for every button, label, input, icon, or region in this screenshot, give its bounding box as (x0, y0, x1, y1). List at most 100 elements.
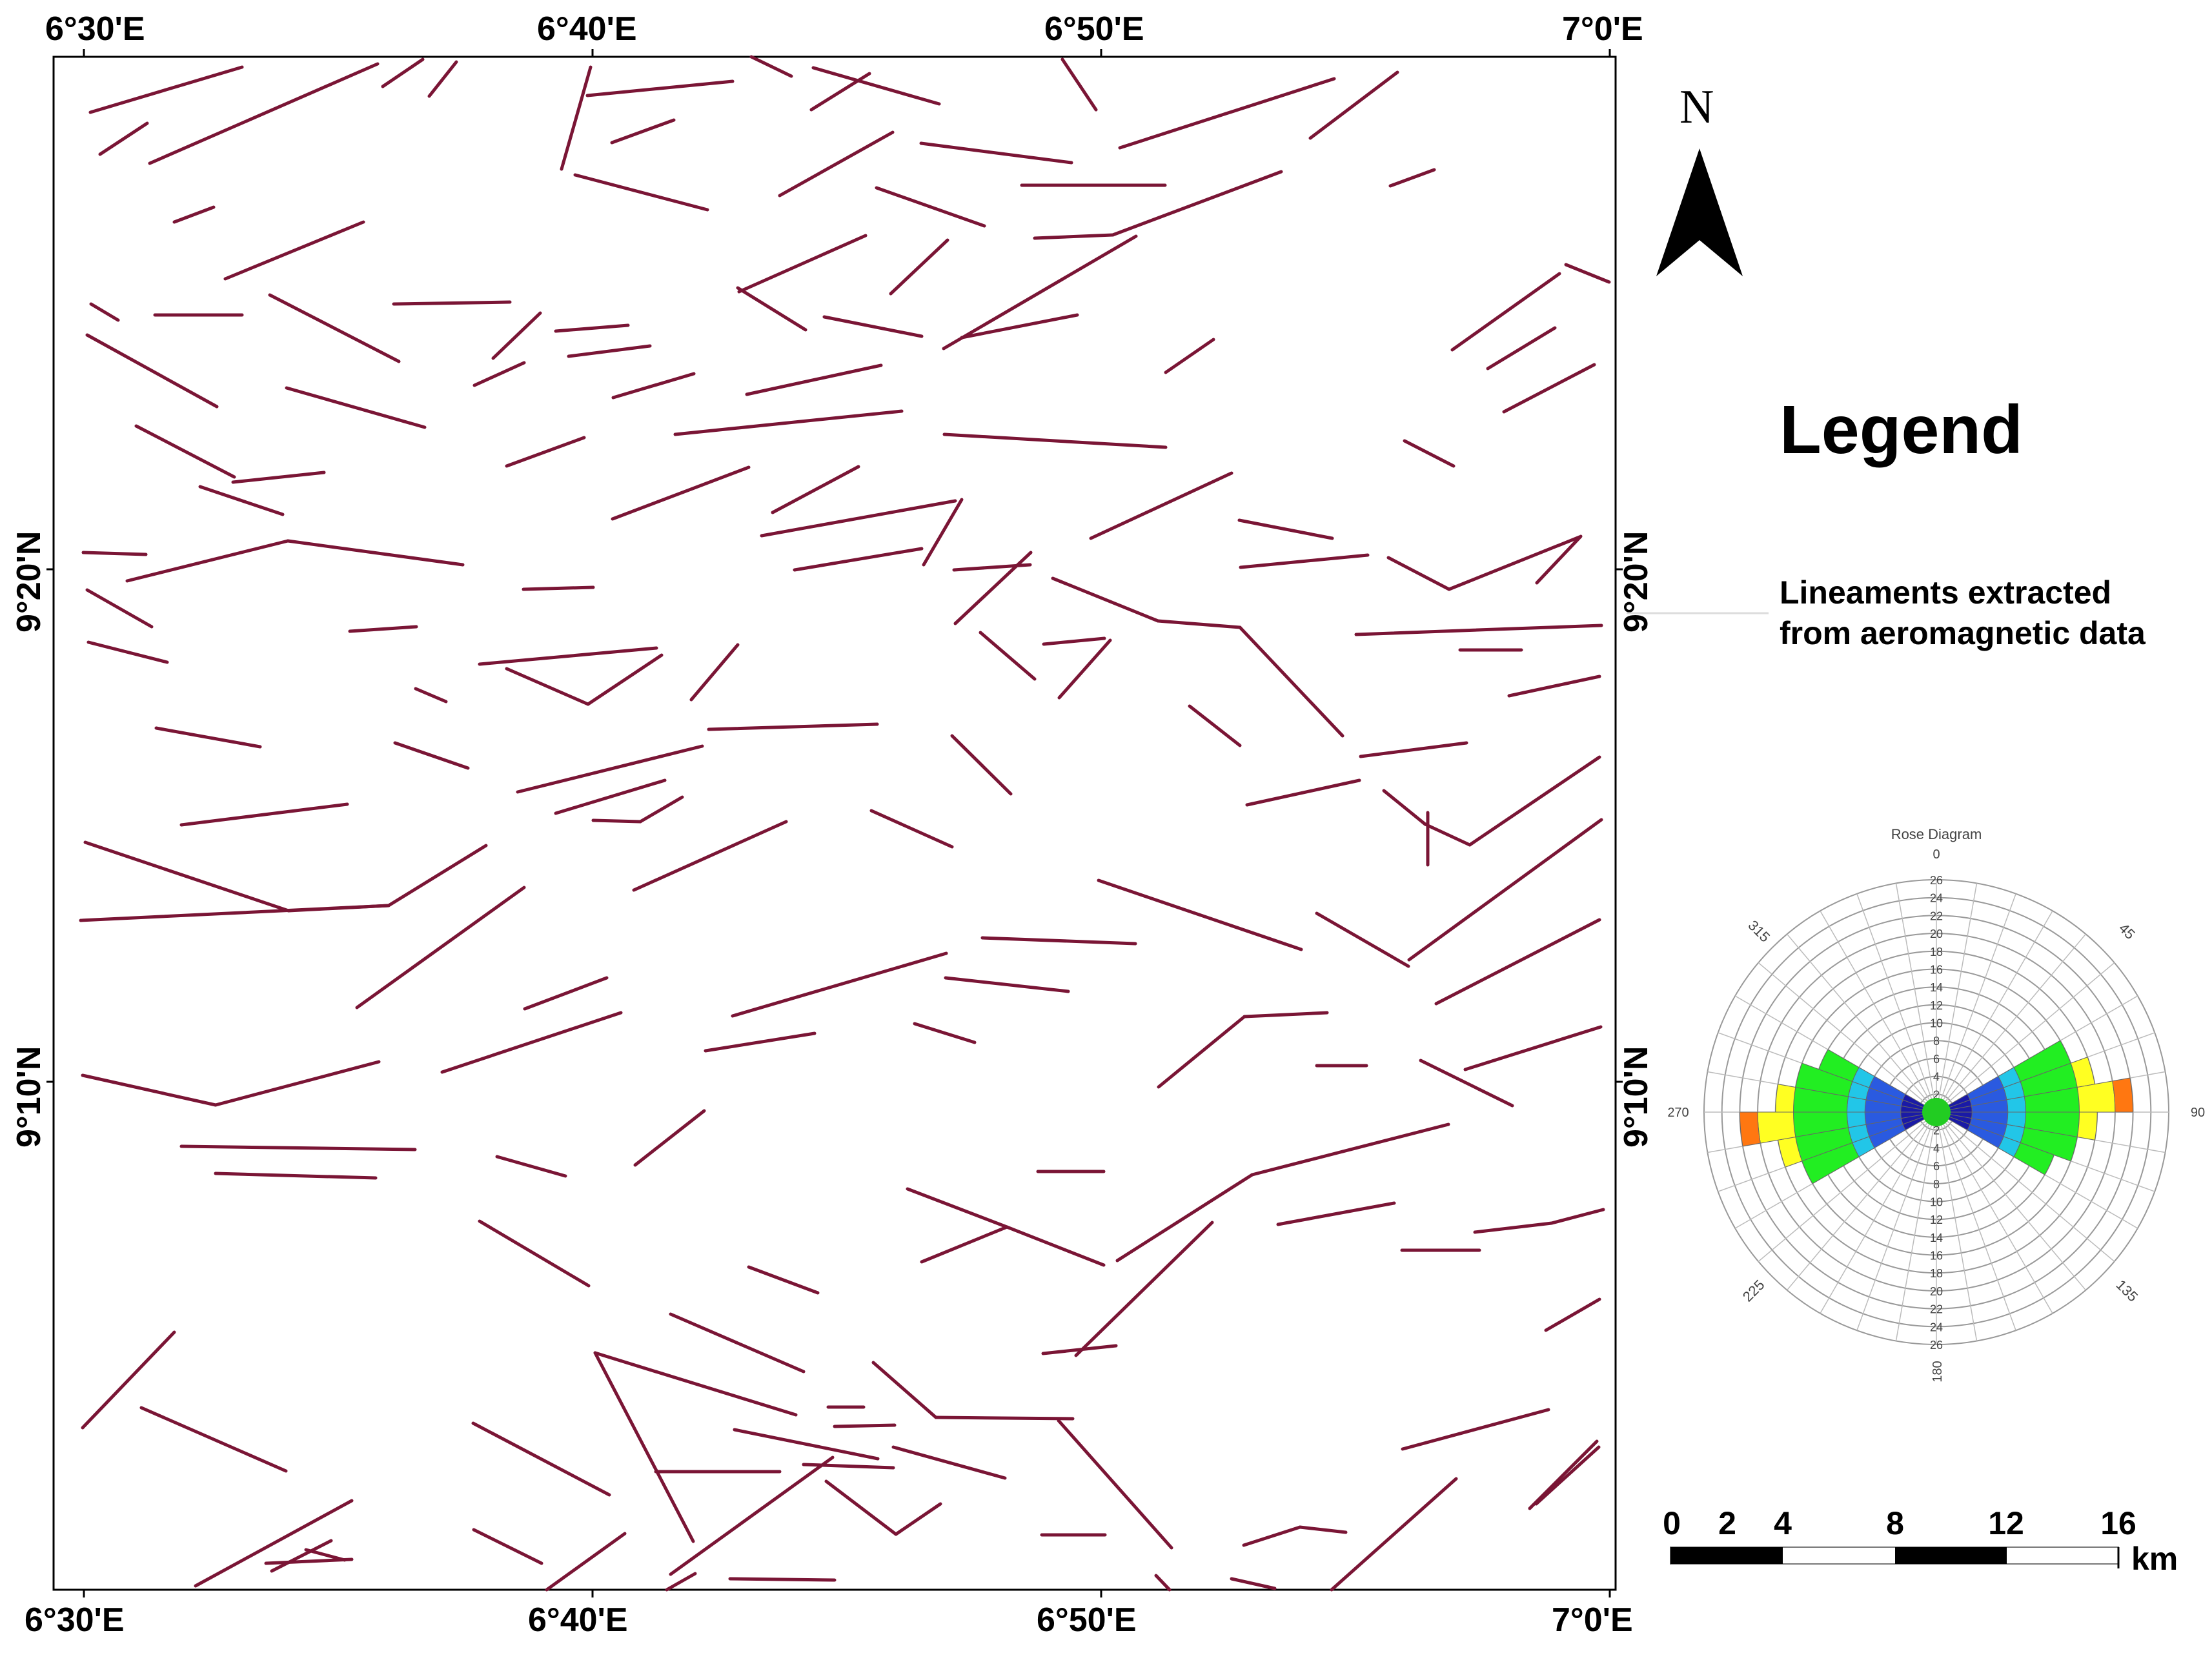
lineament (591, 818, 642, 824)
lineament (1042, 636, 1106, 646)
scale-bar-segment (1670, 1547, 1783, 1564)
lineament (505, 436, 586, 468)
rose-title: Rose Diagram (1891, 826, 1982, 842)
lineament (478, 1219, 591, 1288)
lineament (979, 631, 1037, 681)
lineament (1550, 1208, 1605, 1225)
lineament (214, 1171, 378, 1180)
left-tick-label: 9°20'N (10, 531, 48, 633)
legend-item-line1: Lineaments extracted (1780, 574, 2111, 611)
rose-spoke (1936, 1111, 2016, 1331)
lineament (824, 1479, 898, 1536)
lineament (214, 1060, 381, 1107)
scale-bar-tick-label: 2 (1718, 1505, 1736, 1541)
lineament (81, 1330, 176, 1430)
north-arrow-label: N (1679, 81, 1714, 134)
lineament (471, 1421, 611, 1497)
lineament (392, 300, 512, 306)
lineament (585, 79, 735, 97)
lineament (1330, 1477, 1458, 1592)
rose-spoke (1936, 1111, 2086, 1291)
lineament (1450, 272, 1561, 352)
lineament (491, 311, 542, 360)
lineament (728, 1577, 837, 1582)
rose-dir-label-sw: 225 (1740, 1277, 1768, 1305)
tick-marks (46, 49, 1623, 1597)
lineament (906, 1187, 1009, 1229)
lineament (1245, 778, 1361, 807)
lineament (1354, 624, 1603, 636)
lineament (673, 409, 904, 436)
lineament (125, 539, 290, 583)
right-tick-label: 9°10'N (1618, 1046, 1655, 1148)
lineament (1164, 338, 1215, 374)
lineament (89, 302, 120, 322)
lineament (1239, 553, 1370, 569)
lineament (1534, 1445, 1601, 1506)
lineament (154, 726, 262, 749)
lineament (889, 238, 949, 296)
lineament (920, 1225, 1009, 1264)
lineament (704, 1031, 817, 1053)
rose-spoke (1936, 933, 2086, 1113)
rose-ring-label: 14 (1930, 981, 1943, 994)
lineament (85, 588, 154, 629)
lineament (593, 1351, 695, 1543)
rose-spoke (1895, 1111, 1937, 1341)
lineament (264, 1557, 354, 1565)
lineament (611, 465, 751, 521)
rose-ring-label: 18 (1930, 1267, 1943, 1280)
scale-bar-tick-label: 8 (1886, 1505, 1904, 1541)
rose-ring-label: 22 (1930, 909, 1943, 922)
lineament (172, 205, 216, 224)
rose-spoke (1936, 1111, 2053, 1314)
rose-ring-label: 16 (1930, 1250, 1943, 1263)
lineament (1401, 1408, 1550, 1451)
rose-ring-label: 8 (1933, 1178, 1940, 1191)
lineament (567, 344, 652, 358)
map-frame (52, 56, 1617, 1591)
lineament (1115, 1173, 1254, 1263)
lineament (793, 547, 924, 572)
lineament (1463, 1025, 1603, 1071)
lineament (1528, 1439, 1599, 1510)
lineament (942, 234, 1138, 350)
legend-item-line2: from aeromagnetic data (1780, 615, 2146, 651)
lineament (802, 1463, 895, 1470)
lineament (952, 563, 1032, 572)
rose-ring-label: 26 (1930, 1339, 1943, 1352)
lineament (633, 1109, 706, 1167)
lineament (1156, 619, 1242, 629)
lineament (1486, 326, 1557, 370)
rose-dir-label-s: 180 (1931, 1361, 1945, 1382)
rose-spoke (1936, 910, 2053, 1113)
lineament (81, 551, 148, 556)
rose-dir-label-se: 135 (2113, 1277, 2141, 1305)
lineament (134, 424, 236, 479)
lineament (268, 293, 401, 363)
rose-ring-label: 12 (1930, 1213, 1943, 1226)
lineament (809, 72, 871, 112)
lineament (516, 744, 704, 794)
lineament (771, 465, 860, 514)
lineament (922, 498, 964, 567)
lineament (1242, 1525, 1302, 1547)
lineament (1111, 170, 1283, 237)
rose-spoke (1787, 933, 1937, 1113)
lineament (495, 1155, 567, 1178)
rose-dir-label-e: 90 (2191, 1106, 2205, 1120)
lineament (1468, 755, 1601, 847)
lineament (86, 640, 169, 664)
rose-petals (1739, 1040, 2134, 1184)
lineament (665, 1572, 697, 1592)
lineament (593, 1351, 798, 1417)
lineament (736, 286, 807, 332)
rose-petal (2112, 1077, 2134, 1113)
lineament (1089, 471, 1233, 540)
lineament (393, 741, 470, 770)
lineament (179, 1144, 417, 1151)
lineament (1564, 263, 1611, 284)
lineament (875, 186, 986, 228)
lineament (223, 220, 365, 281)
lineament (707, 722, 879, 731)
